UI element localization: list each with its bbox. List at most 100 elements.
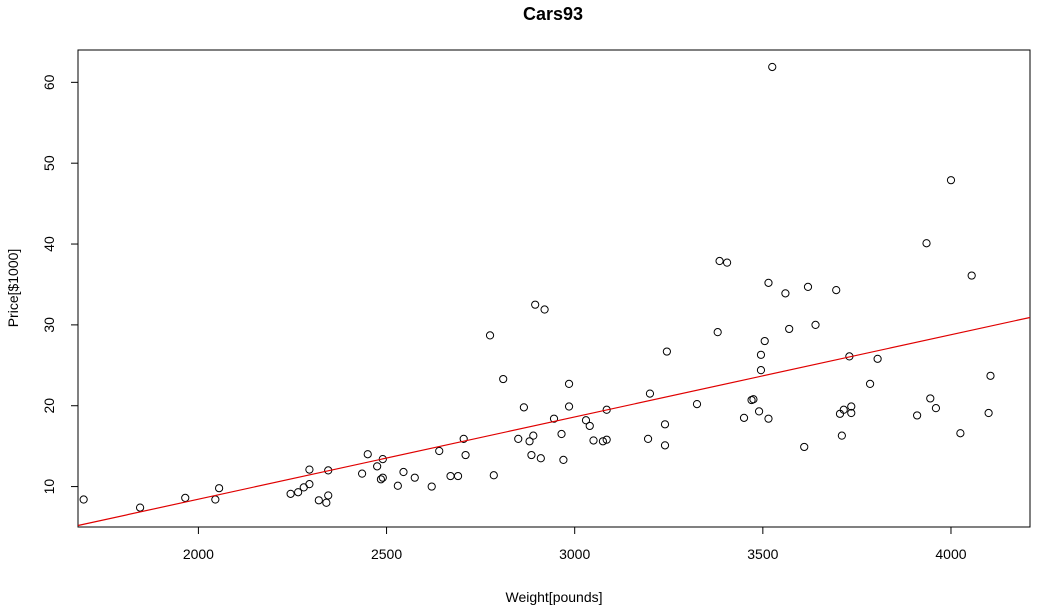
data-point	[713, 328, 722, 337]
data-point	[519, 403, 528, 412]
data-point	[79, 495, 88, 504]
data-point	[764, 278, 773, 287]
data-point	[692, 400, 702, 409]
y-tick-label: 20	[41, 398, 57, 414]
data-point	[946, 176, 956, 185]
y-axis-label: Price[$1000]	[5, 249, 21, 328]
data-point	[459, 434, 468, 443]
data-point	[739, 413, 749, 422]
data-point	[489, 471, 498, 480]
data-point	[514, 434, 523, 443]
data-point	[754, 407, 764, 416]
data-point	[986, 371, 995, 380]
regression-line	[77, 316, 1031, 527]
data-point	[811, 320, 820, 329]
data-point	[581, 416, 591, 425]
data-point	[314, 496, 323, 505]
data-point	[865, 379, 875, 388]
data-point	[756, 350, 766, 359]
data-point	[847, 402, 856, 411]
data-point	[211, 495, 220, 504]
data-point	[643, 434, 653, 443]
data-point	[549, 414, 559, 423]
regression-layer	[77, 316, 1031, 527]
data-point	[922, 239, 931, 248]
y-tick-label: 50	[41, 155, 57, 171]
data-point	[764, 414, 773, 423]
data-point	[662, 347, 671, 356]
y-tick-label: 10	[41, 479, 57, 495]
x-axis: 2000 2500 3000 3500 4000	[183, 526, 967, 562]
data-point	[984, 408, 993, 418]
data-point	[598, 437, 608, 446]
data-point	[399, 467, 408, 477]
x-tick-label: 4000	[935, 546, 966, 562]
data-point	[181, 493, 190, 502]
data-point	[357, 469, 367, 478]
data-point	[322, 498, 331, 507]
x-axis-label: Weight[pounds]	[505, 589, 602, 605]
data-point	[378, 473, 387, 482]
data-point	[837, 431, 846, 440]
data-point	[393, 481, 402, 490]
data-point	[435, 446, 444, 456]
x-tick-label: 3500	[747, 546, 778, 562]
data-point	[446, 471, 455, 481]
data-point	[660, 441, 670, 450]
data-point	[135, 503, 145, 512]
data-point	[461, 450, 470, 460]
data-point	[564, 379, 574, 388]
data-point	[215, 484, 224, 493]
data-point	[926, 394, 935, 403]
data-point	[540, 305, 549, 314]
data-point	[715, 256, 724, 266]
data-point	[324, 491, 333, 500]
data-point	[294, 488, 303, 497]
data-point	[499, 374, 508, 384]
data-point	[931, 404, 941, 413]
data-point	[529, 431, 538, 440]
data-point	[373, 462, 382, 471]
data-point	[585, 421, 594, 431]
plot-area-border	[77, 49, 1031, 528]
x-tick-label: 2500	[371, 546, 402, 562]
x-tick-label: 3000	[559, 546, 590, 562]
data-point	[536, 454, 545, 463]
data-point	[873, 354, 882, 363]
data-point	[967, 271, 976, 280]
data-point	[722, 258, 732, 267]
data-point	[363, 450, 372, 459]
data-point	[531, 300, 540, 309]
data-point	[756, 366, 766, 375]
chart-title: Cars93	[523, 4, 583, 24]
y-tick-label: 40	[41, 236, 57, 252]
data-point	[376, 475, 386, 484]
data-point	[305, 465, 314, 474]
data-point	[913, 411, 922, 420]
data-point	[645, 389, 655, 398]
y-tick-label: 60	[41, 74, 57, 90]
data-point	[527, 450, 536, 460]
data-point	[559, 455, 568, 464]
y-tick-label: 30	[41, 317, 57, 333]
data-point	[286, 489, 295, 498]
x-tick-label: 2000	[183, 546, 214, 562]
data-point	[800, 442, 809, 452]
data-point	[785, 324, 794, 334]
data-point	[305, 480, 314, 489]
data-point	[781, 289, 790, 298]
data-point	[749, 395, 758, 404]
data-point	[956, 429, 965, 438]
data-point	[768, 62, 777, 72]
data-point	[847, 408, 856, 418]
data-point	[839, 405, 848, 414]
data-point	[427, 482, 436, 491]
data-point	[602, 435, 611, 444]
data-point	[803, 282, 813, 291]
data-point	[660, 420, 670, 429]
data-point	[453, 471, 463, 481]
data-point	[589, 436, 598, 445]
data-point	[485, 331, 495, 340]
data-points	[79, 62, 995, 512]
